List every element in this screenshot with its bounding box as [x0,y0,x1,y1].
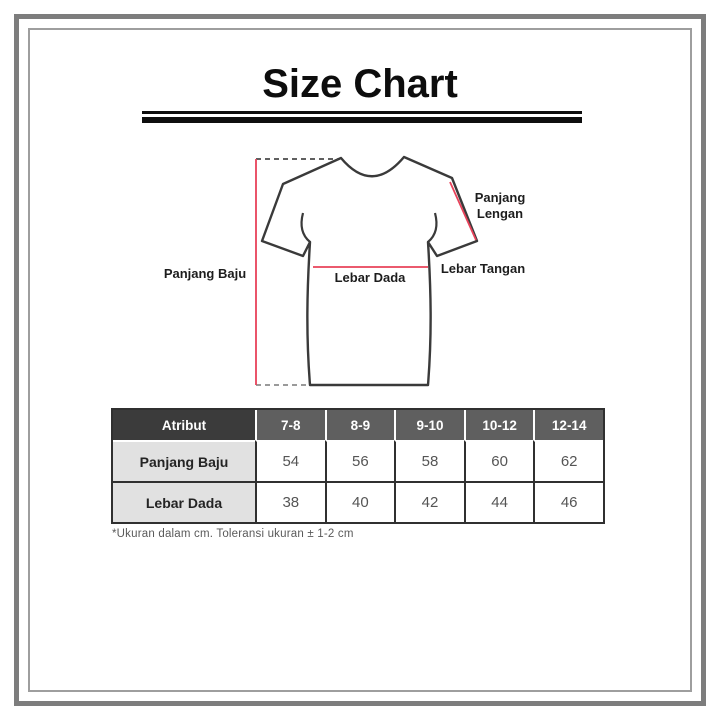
row-label-lebar-dada: Lebar Dada [113,481,255,522]
label-panjang-lengan: Panjang Lengan [474,190,526,221]
table-header-atribut: Atribut [113,410,255,440]
table-header-size-8-9: 8-9 [324,410,395,440]
table-header-size-7-8: 7-8 [255,410,325,440]
value-panjang-baju-12-14: 62 [533,440,603,481]
row-label-panjang-baju: Panjang Baju [113,440,255,481]
value-lebar-dada-12-14: 46 [533,481,603,522]
divider-thick-rule [142,117,582,123]
sleeve-length-measure-line [449,181,477,241]
value-lebar-dada-10-12: 44 [463,481,534,522]
size-table: Atribut 7-8 8-9 9-10 10-12 12-14 Panjang… [111,408,605,524]
value-panjang-baju-10-12: 60 [463,440,534,481]
value-lebar-dada-9-10: 42 [394,481,464,522]
right-armhole-seam [427,212,438,243]
value-panjang-baju-8-9: 56 [324,440,395,481]
label-panjang-baju: Panjang Baju [163,266,247,281]
label-lebar-dada: Lebar Dada [334,270,406,285]
value-panjang-baju-7-8: 54 [255,440,325,481]
tshirt-outline-shape [260,155,479,387]
size-table-grid: Atribut 7-8 8-9 9-10 10-12 12-14 Panjang… [113,410,603,522]
left-armhole-seam [300,212,311,243]
table-header-size-9-10: 9-10 [394,410,464,440]
value-lebar-dada-7-8: 38 [255,481,325,522]
label-lebar-tangan: Lebar Tangan [440,261,526,276]
table-header-size-12-14: 12-14 [533,410,603,440]
value-panjang-baju-9-10: 58 [394,440,464,481]
table-header-size-10-12: 10-12 [463,410,534,440]
value-lebar-dada-8-9: 40 [324,481,395,522]
title-divider [142,111,582,123]
divider-thin-rule [142,111,582,114]
measurement-footnote: *Ukuran dalam cm. Toleransi ukuran ± 1-2… [112,528,354,540]
page-title: Size Chart [262,62,458,106]
